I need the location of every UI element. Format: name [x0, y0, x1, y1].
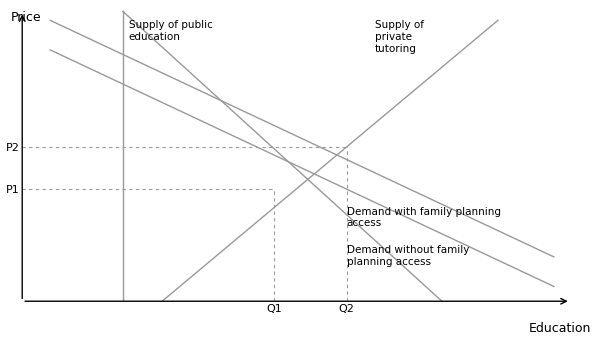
Text: Price: Price	[11, 11, 41, 24]
Text: Supply of
private
tutoring: Supply of private tutoring	[375, 20, 424, 53]
Text: Demand with family planning
access: Demand with family planning access	[347, 207, 501, 228]
Text: Supply of public
education: Supply of public education	[128, 20, 212, 42]
Text: Education: Education	[528, 322, 590, 335]
Text: Demand without family
planning access: Demand without family planning access	[347, 245, 469, 267]
